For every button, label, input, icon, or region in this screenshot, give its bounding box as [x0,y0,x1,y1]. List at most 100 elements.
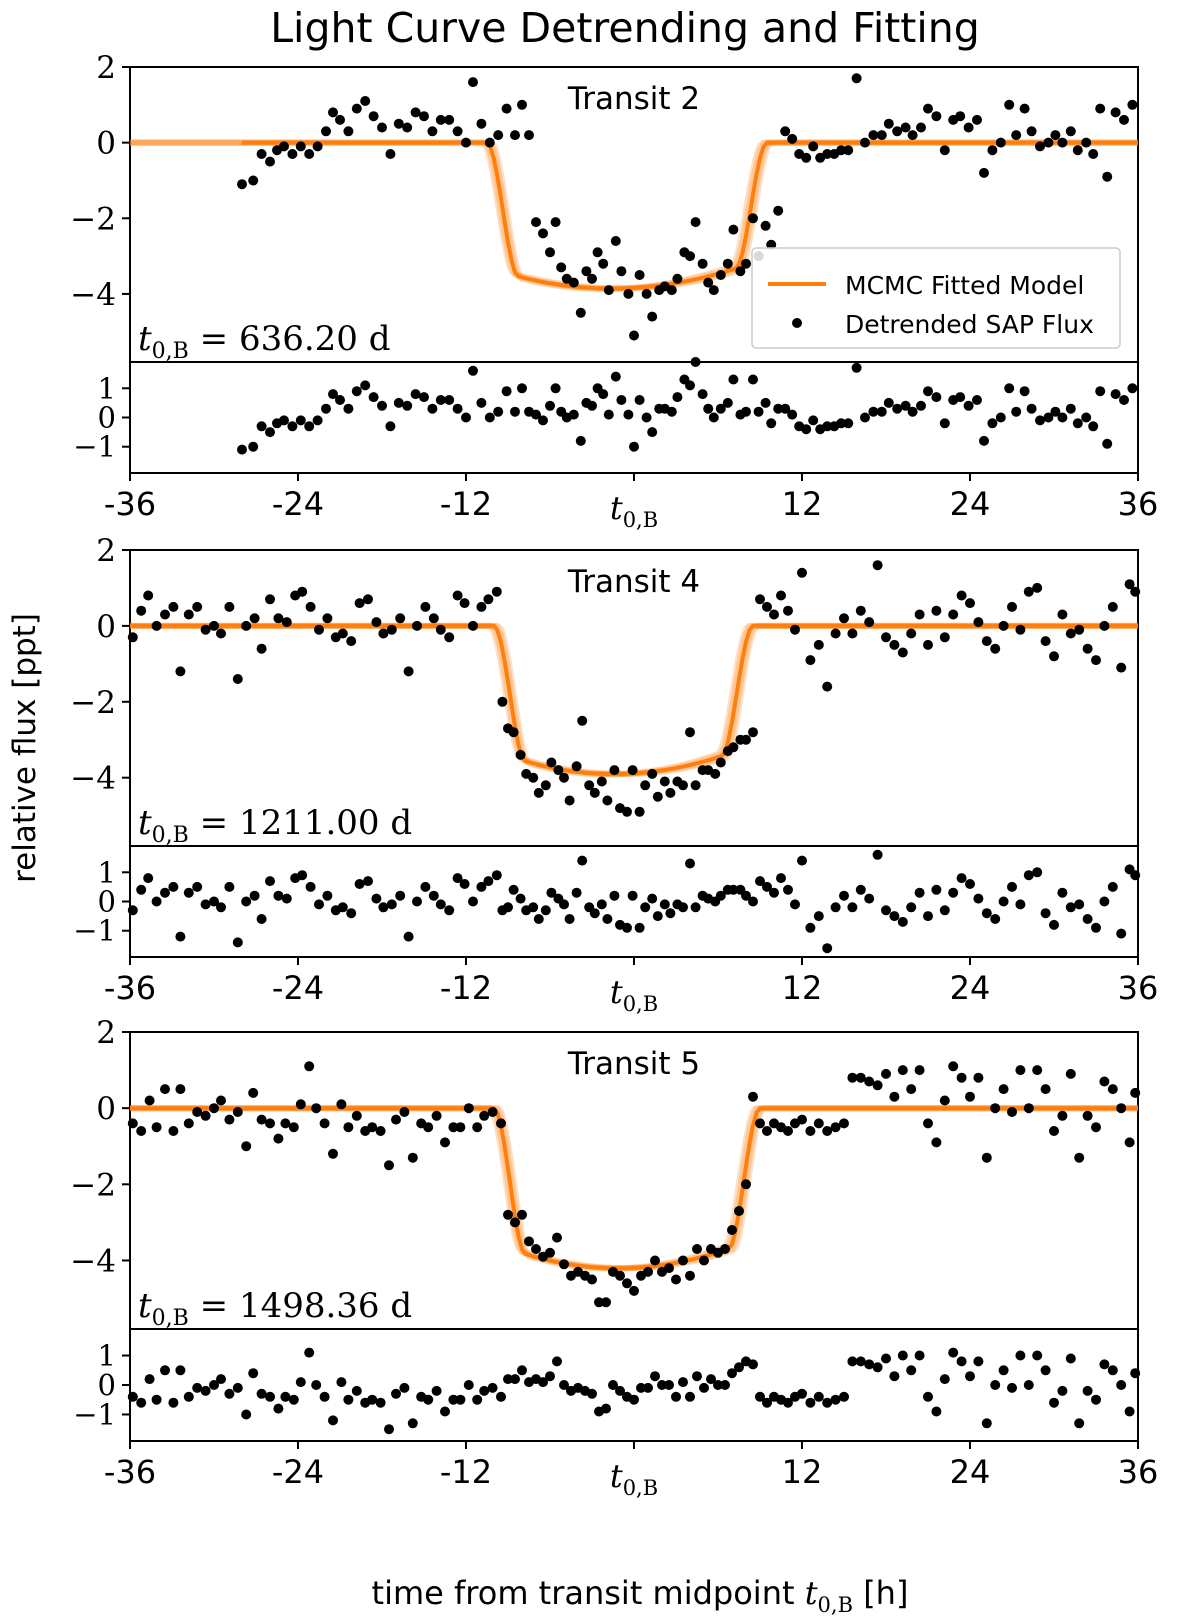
x-tick-label: t0,B [610,973,658,1016]
flux-point [906,628,917,639]
residual-point [720,1380,730,1390]
residual-point [545,400,555,411]
flux-point [524,130,534,141]
flux-point [939,1095,950,1106]
residual-point [843,418,854,429]
residual-point [987,418,998,429]
flux-point [351,103,362,114]
flux-point [399,1107,410,1117]
flux-point [813,1118,824,1129]
residual-point [690,357,701,367]
residual-point [678,1377,688,1388]
residual-point [395,890,406,901]
residual-point [1007,1382,1017,1393]
flux-point [216,628,226,639]
residual-point [335,395,345,405]
residual-point [609,890,620,901]
residual-point [192,1382,203,1393]
flux-point [136,605,147,616]
flux-point [797,1114,807,1125]
residual-point [224,881,235,892]
residual-point [1040,908,1051,919]
flux-point [336,1099,347,1110]
flux-point [248,175,259,186]
residual-point [237,444,247,455]
residual-point [685,858,695,869]
residual-point [287,421,298,432]
residual-point [981,908,992,919]
residual-point [948,1347,959,1358]
residual-point [872,1362,883,1373]
residual-point [151,896,162,907]
flux-point [280,1118,291,1129]
y-tick-label: −2 [70,201,116,237]
residual-point [1107,881,1118,892]
flux-point [517,99,527,110]
flux-point [981,1152,992,1163]
legend-model-label: MCMC Fitted Model [845,271,1084,300]
residual-point [1004,383,1015,394]
flux-point [914,1065,925,1076]
flux-point [672,273,683,284]
flux-point [427,126,438,137]
y-tick-label: 0 [96,609,116,645]
flux-point [931,1137,942,1148]
flux-point [1099,1076,1110,1087]
residual-point [805,1397,816,1408]
model-sample-line [130,622,1138,777]
model-sample-line [130,1105,1138,1272]
flux-point [728,742,739,753]
model-line [130,1106,1138,1271]
flux-point [224,601,235,612]
flux-point [956,1072,967,1083]
flux-point [685,251,695,262]
residual-point [216,902,226,913]
residual-point [1011,406,1022,417]
flux-point [444,114,455,125]
residual-point [906,1365,917,1376]
residual-point [659,899,670,910]
residual-point [496,1391,506,1402]
residual-point [1091,1394,1101,1405]
flux-point [907,130,918,141]
flux-point [830,628,841,639]
flux-point [998,1084,1009,1095]
flux-point [510,1217,520,1228]
residual-point [297,870,308,881]
residual-point [666,406,677,417]
residual-point [1082,1385,1093,1396]
flux-point [552,1232,562,1243]
residual-point [728,884,739,895]
residual-point [435,395,446,405]
residual-point [727,1368,737,1379]
residual-point [652,911,663,922]
residual-point [836,418,847,429]
flux-point [864,617,875,628]
flux-point [531,217,541,228]
flux-point [431,1110,442,1121]
flux-point [987,145,998,156]
flux-point [990,643,1001,654]
residual-point [337,902,348,913]
residual-point [1023,870,1034,881]
residual-point [596,899,607,910]
flux-point [664,1263,674,1274]
flux-point [748,213,758,224]
flux-point [463,1103,474,1114]
residual-point [864,893,875,904]
flux-point [559,772,569,783]
residual-point [979,435,989,446]
flux-point [1023,586,1034,597]
residual-point [685,380,695,391]
residual-point [1015,899,1026,910]
residual-point [127,905,138,916]
residual-point [671,1391,681,1402]
x-tick-label: 36 [1118,969,1159,1007]
residual-point [568,409,579,420]
residual-point [931,1406,942,1417]
flux-point [851,73,862,84]
flux-point [232,1107,243,1117]
residual-point [538,1377,548,1388]
residual-point [440,1406,450,1417]
residual-point [192,881,203,892]
